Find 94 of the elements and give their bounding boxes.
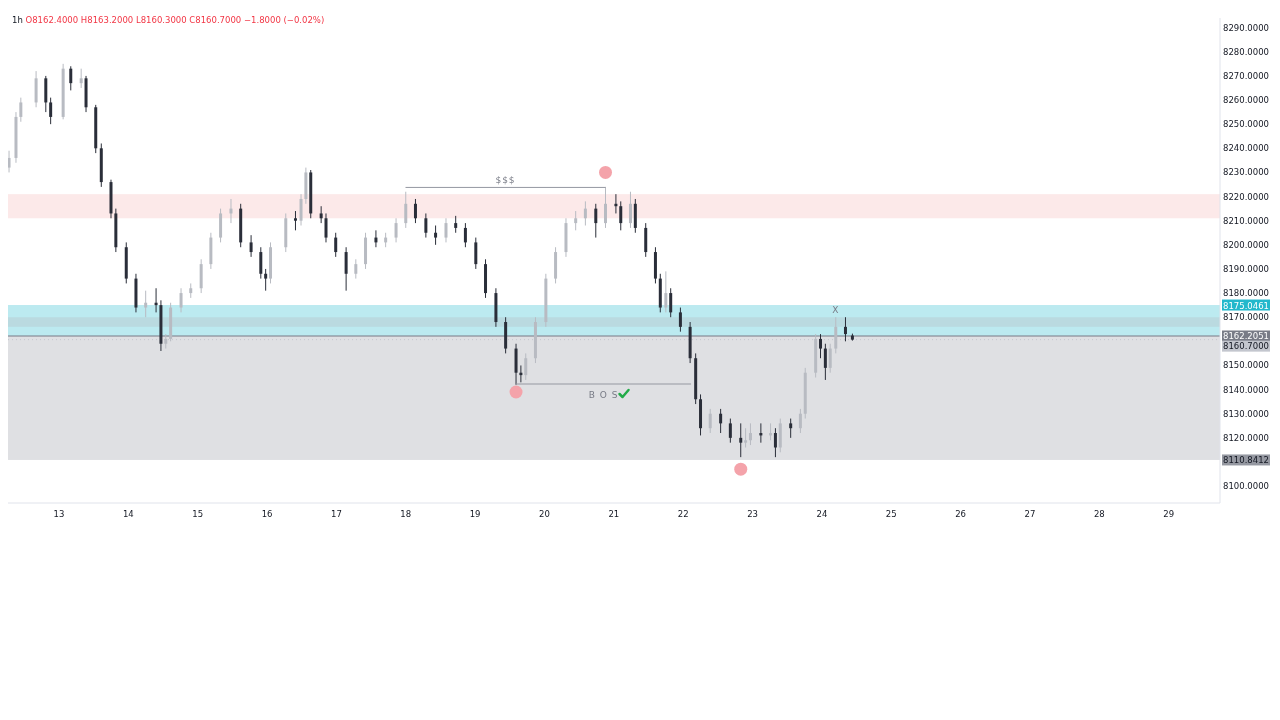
candlestick <box>334 232 338 258</box>
y-tick-label: 8220.0000 <box>1223 191 1269 202</box>
candlestick <box>324 212 328 243</box>
candlestick <box>293 210 297 231</box>
candlestick <box>744 427 748 448</box>
candlestick <box>789 418 793 439</box>
y-tick-label: 8120.0000 <box>1223 432 1269 443</box>
candlestick <box>604 186 607 229</box>
candlestick <box>144 290 148 318</box>
annotation: X <box>832 305 840 316</box>
band-label: 8110.8412 <box>1223 455 1269 466</box>
candlestick <box>79 68 83 89</box>
x-tick-label: 19 <box>469 509 481 519</box>
candlestick <box>678 307 682 333</box>
candlestick <box>798 408 802 434</box>
point <box>509 385 523 399</box>
x-tick-label: 13 <box>53 509 65 519</box>
point <box>734 462 748 476</box>
x-tick-label: 14 <box>122 509 134 519</box>
candlestick <box>424 212 428 239</box>
x-tick-label: 18 <box>400 509 412 519</box>
candlestick <box>413 198 417 224</box>
candlestick <box>69 65 73 91</box>
candlestick <box>319 205 323 224</box>
x-tick-label: 22 <box>677 509 689 519</box>
candlestick <box>299 193 303 227</box>
candlestick <box>19 97 23 123</box>
y-tick-label: 8240.0000 <box>1223 143 1269 154</box>
x-tick-label: 17 <box>330 509 342 519</box>
candlestick <box>739 422 743 458</box>
y-tick-label: 8150.0000 <box>1223 360 1269 371</box>
x-tick-label: 16 <box>261 509 273 519</box>
y-tick-label: 8190.0000 <box>1223 263 1269 274</box>
candlestick <box>463 222 467 248</box>
y-tick-label: 8180.0000 <box>1223 288 1269 299</box>
y-tick-label: 8280.0000 <box>1223 46 1269 57</box>
candlestick <box>773 427 777 458</box>
x-tick-label: 27 <box>1024 509 1036 519</box>
candlestick <box>828 343 832 374</box>
x-tick-label: 20 <box>539 509 550 519</box>
candlestick <box>8 150 11 173</box>
x-tick-label: 15 <box>192 509 204 519</box>
candlestick <box>669 287 673 318</box>
candlestick <box>628 191 632 229</box>
candlestick <box>404 191 408 229</box>
candlestick <box>664 270 668 313</box>
candlestick <box>474 237 478 270</box>
candlestick <box>264 268 268 292</box>
candlestick <box>823 343 827 381</box>
candlestick <box>354 258 358 280</box>
x-tick-label: 21 <box>608 509 620 519</box>
x-tick-label: 26 <box>955 509 967 519</box>
y-tick-label: 8230.0000 <box>1223 167 1269 178</box>
candlestick <box>819 333 823 359</box>
candlestick <box>249 234 253 258</box>
candlestick <box>619 200 623 231</box>
annotation: B O S <box>588 390 619 400</box>
candlestick <box>719 408 723 434</box>
candlestick <box>594 203 598 239</box>
candlestick <box>434 225 438 246</box>
x-tick-label: 29 <box>1163 509 1175 519</box>
candlestick <box>574 210 578 231</box>
y-tick-label: 8250.0000 <box>1223 119 1269 130</box>
candlestick <box>728 418 732 444</box>
x-tick-label: 25 <box>885 509 897 519</box>
candlestick <box>444 217 448 243</box>
y-tick-label: 8270.0000 <box>1223 70 1269 81</box>
annotation: $$$ <box>495 175 516 186</box>
y-tick-label: 8170.0000 <box>1223 312 1269 323</box>
y-tick-label: 8140.0000 <box>1223 384 1269 395</box>
band-label: 8175.0461 <box>1223 300 1269 311</box>
y-tick-label: 8130.0000 <box>1223 408 1269 419</box>
x-tick-label: 28 <box>1093 509 1105 519</box>
candlestick <box>259 246 263 280</box>
candlestick <box>394 217 398 243</box>
candlestick <box>179 287 183 313</box>
candlestick <box>524 352 528 381</box>
y-tick-label: 8210.0000 <box>1223 215 1269 226</box>
y-tick-label: 8290.0000 <box>1223 22 1269 33</box>
y-tick-label: 8100.0000 <box>1223 481 1269 492</box>
point <box>599 165 612 179</box>
ref-line-label: 8162.2051 <box>1223 331 1269 342</box>
candlestick <box>49 97 53 125</box>
chart-title: 1h O8162.4000 H8163.2000 L8160.3000 C8160.7000 −1.8000 (−0.02%) <box>12 15 325 25</box>
y-tick-label: 8200.0000 <box>1223 239 1269 250</box>
candlestick <box>843 316 847 342</box>
ref-line-label: 8160.7000 <box>1223 341 1269 352</box>
y-tick-label: 8260.0000 <box>1223 95 1269 106</box>
x-tick-label: 23 <box>747 509 758 519</box>
candlestick <box>583 200 587 227</box>
x-tick-label: 24 <box>816 509 828 519</box>
candlestick <box>748 422 752 446</box>
candlestick <box>708 408 712 434</box>
candlestick <box>344 246 348 292</box>
